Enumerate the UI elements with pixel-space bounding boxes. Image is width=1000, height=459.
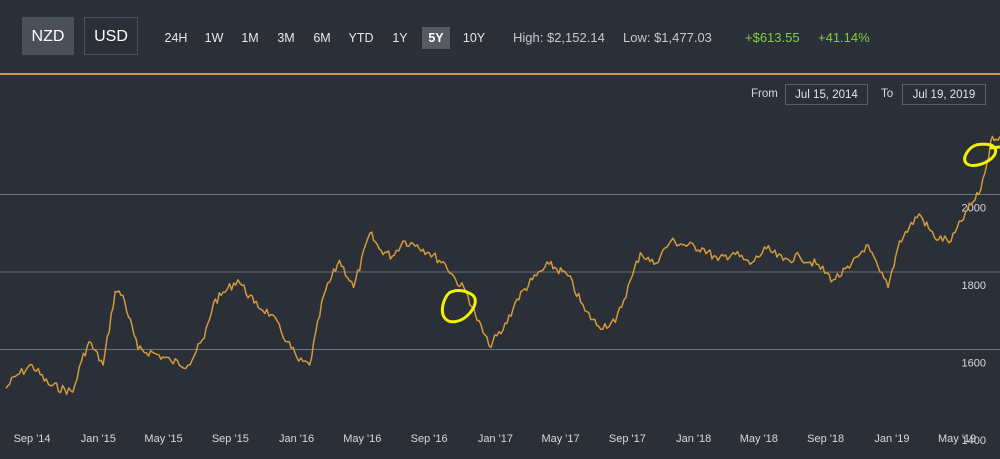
x-tick-label: Jan '15 <box>81 433 116 445</box>
y-tick-label: 2000 <box>962 203 986 215</box>
range-button-1w[interactable]: 1W <box>204 31 224 45</box>
range-button-10y[interactable]: 10Y <box>462 31 486 45</box>
currency-button-usd[interactable]: USD <box>84 17 138 55</box>
currency-button-nzd[interactable]: NZD <box>22 17 74 55</box>
range-button-6m[interactable]: 6M <box>313 31 331 45</box>
top-toolbar: NZD USD 24H 1W 1M 3M 6M YTD 1Y 5Y 10Y Hi… <box>0 0 1000 74</box>
from-date-input[interactable]: Jul 15, 2014 <box>785 84 868 105</box>
to-date-input[interactable]: Jul 19, 2019 <box>902 84 986 105</box>
range-button-1m[interactable]: 1M <box>241 31 259 45</box>
x-tick-label: Sep '15 <box>212 433 249 445</box>
from-label: From <box>751 88 778 100</box>
x-tick-label: Jan '18 <box>676 433 711 445</box>
x-tick-label: May '19 <box>938 433 976 445</box>
grid-lines <box>0 194 1000 350</box>
x-tick-label: Sep '18 <box>807 433 844 445</box>
to-label: To <box>881 88 894 100</box>
x-tick-label: Jan '16 <box>279 433 314 445</box>
range-button-5y[interactable]: 5Y <box>422 27 450 49</box>
change-stat: +$613.55 <box>745 30 800 45</box>
highlight-annotation-left <box>440 289 477 324</box>
y-tick-label: 1600 <box>962 358 986 370</box>
x-axis-ticks: Sep '14 Jan '15 May '15 Sep '15 Jan '16 May '… <box>14 433 977 445</box>
x-tick-label: May '18 <box>740 433 778 445</box>
y-tick-label: 1400 <box>962 435 986 447</box>
x-tick-label: Sep '14 <box>14 433 51 445</box>
x-tick-label: May '17 <box>541 433 579 445</box>
price-series-line <box>5 135 1000 396</box>
header-divider <box>0 73 1000 75</box>
x-tick-label: Sep '16 <box>411 433 448 445</box>
x-tick-label: May '16 <box>343 433 381 445</box>
highlight-annotation-right <box>963 142 1000 167</box>
range-button-3m[interactable]: 3M <box>277 31 295 45</box>
x-tick-label: Jan '17 <box>478 433 513 445</box>
change-percent-stat: +41.14% <box>818 30 870 45</box>
range-button-1y[interactable]: 1Y <box>392 31 408 45</box>
y-tick-label: 1800 <box>962 280 986 292</box>
range-button-ytd[interactable]: YTD <box>348 31 374 45</box>
x-tick-label: May '15 <box>144 433 182 445</box>
low-stat: Low: $1,477.03 <box>623 30 712 45</box>
y-axis-ticks: 1400 1600 1800 2000 <box>962 203 986 448</box>
x-tick-label: Sep '17 <box>609 433 646 445</box>
range-button-24h[interactable]: 24H <box>164 31 188 45</box>
high-stat: High: $2,152.14 <box>513 30 605 45</box>
x-tick-label: Jan '19 <box>874 433 909 445</box>
